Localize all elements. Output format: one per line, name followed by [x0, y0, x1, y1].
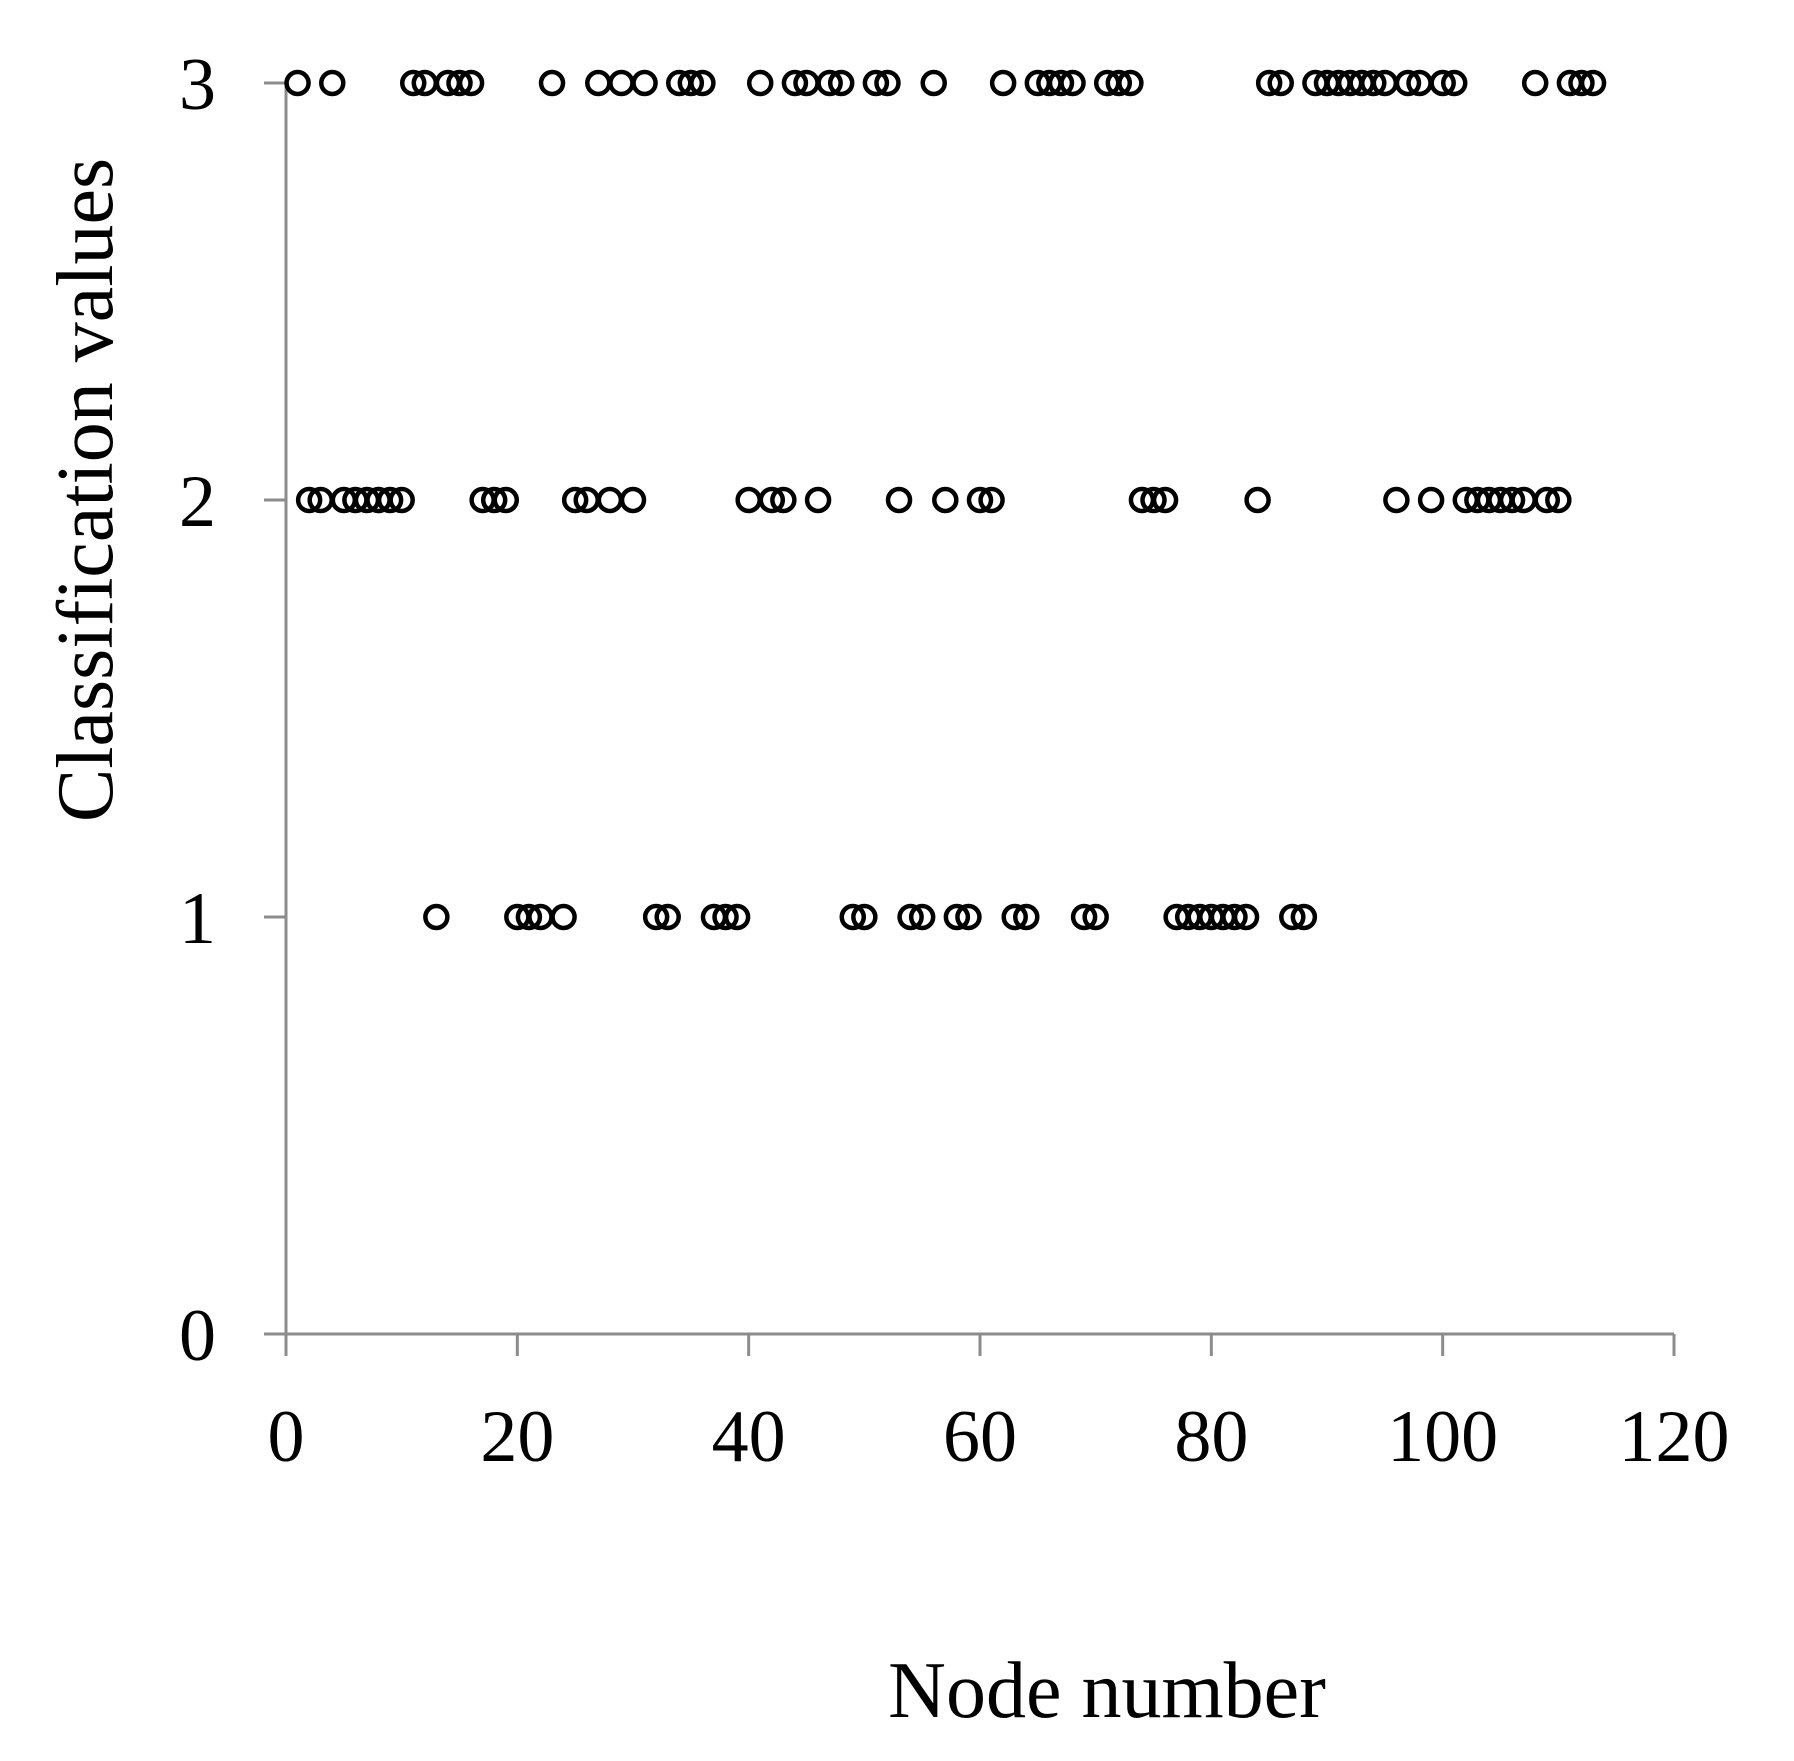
data-point [1429, 69, 1456, 97]
data-point [284, 69, 311, 97]
data-point [827, 69, 855, 97]
data-points [284, 69, 1607, 931]
data-point [515, 903, 543, 931]
data-point [862, 69, 890, 97]
y-tick-label: 0 [179, 1295, 216, 1377]
data-point [319, 69, 346, 97]
y-tick-label: 2 [179, 461, 216, 543]
data-point [1232, 903, 1260, 931]
data-point [1151, 486, 1179, 514]
x-tick-label: 100 [1387, 1396, 1498, 1478]
data-point [619, 486, 647, 514]
data-point [966, 486, 994, 514]
x-tick-label: 0 [268, 1396, 305, 1478]
axes: 0 1 2 3 0 20 40 60 80 100 120 [179, 44, 1730, 1478]
y-tick-label: 3 [179, 44, 216, 126]
data-point [1267, 69, 1294, 97]
data-point [897, 903, 924, 931]
data-point [1545, 486, 1572, 514]
data-point [932, 486, 959, 514]
data-point [908, 903, 936, 931]
data-point [689, 69, 716, 97]
data-point [816, 69, 843, 97]
data-point [631, 69, 658, 97]
data-point [770, 486, 797, 514]
data-point [446, 69, 473, 97]
data-point [642, 903, 670, 931]
data-point [1059, 69, 1086, 97]
data-point [735, 486, 762, 514]
data-point [874, 69, 901, 97]
data-point [388, 486, 415, 514]
data-point [1221, 903, 1248, 931]
data-point [989, 69, 1017, 97]
data-point [1255, 69, 1283, 97]
data-point [712, 903, 739, 931]
x-tick-label: 60 [943, 1396, 1017, 1478]
data-point [538, 69, 566, 97]
y-axis-ticks: 0 1 2 3 [179, 44, 286, 1377]
data-point [1001, 903, 1028, 931]
data-point [457, 69, 485, 97]
data-point [399, 69, 427, 97]
data-point [1568, 69, 1595, 97]
data-point [885, 486, 913, 514]
data-point [1140, 486, 1167, 514]
data-point [781, 69, 809, 97]
data-point [839, 903, 867, 931]
data-point [492, 486, 520, 514]
data-point [1417, 486, 1445, 514]
x-tick-label: 120 [1619, 1396, 1730, 1478]
data-point [1290, 903, 1318, 931]
data-point [1070, 903, 1098, 931]
data-point [654, 903, 681, 931]
data-point [480, 486, 508, 514]
y-tick-label: 1 [179, 878, 216, 960]
data-point [920, 69, 947, 97]
x-tick-label: 40 [712, 1396, 786, 1478]
data-point [1117, 69, 1144, 97]
data-point [943, 903, 971, 931]
data-point [955, 903, 982, 931]
data-point [746, 69, 774, 97]
data-point [1082, 903, 1109, 931]
data-point [1579, 69, 1607, 97]
data-point [677, 69, 705, 97]
data-point [596, 486, 624, 514]
data-point [1498, 486, 1526, 514]
data-point [1244, 486, 1271, 514]
x-tick-label: 20 [480, 1396, 554, 1478]
data-point [423, 903, 450, 931]
data-point [1383, 486, 1410, 514]
data-point [758, 486, 786, 514]
x-axis-ticks: 0 20 40 60 80 100 120 [268, 1334, 1730, 1478]
data-point [1360, 69, 1387, 97]
data-point [1105, 69, 1133, 97]
data-point [723, 903, 751, 931]
data-point [1440, 69, 1468, 97]
data-point [376, 486, 404, 514]
y-axis-title: Classification values [42, 158, 130, 822]
x-axis-title: Node number [888, 1647, 1326, 1735]
data-point [561, 486, 589, 514]
x-tick-label: 80 [1174, 1396, 1248, 1478]
data-point [1279, 903, 1306, 931]
data-point [1047, 69, 1075, 97]
data-point [804, 486, 832, 514]
data-point [1013, 903, 1040, 931]
data-point [851, 903, 878, 931]
data-point [585, 69, 612, 97]
data-point [1521, 69, 1549, 97]
data-point [550, 903, 577, 931]
data-point [1533, 486, 1561, 514]
data-point [295, 486, 323, 514]
data-point [1394, 69, 1422, 97]
data-point [978, 486, 1005, 514]
data-point [608, 69, 635, 97]
